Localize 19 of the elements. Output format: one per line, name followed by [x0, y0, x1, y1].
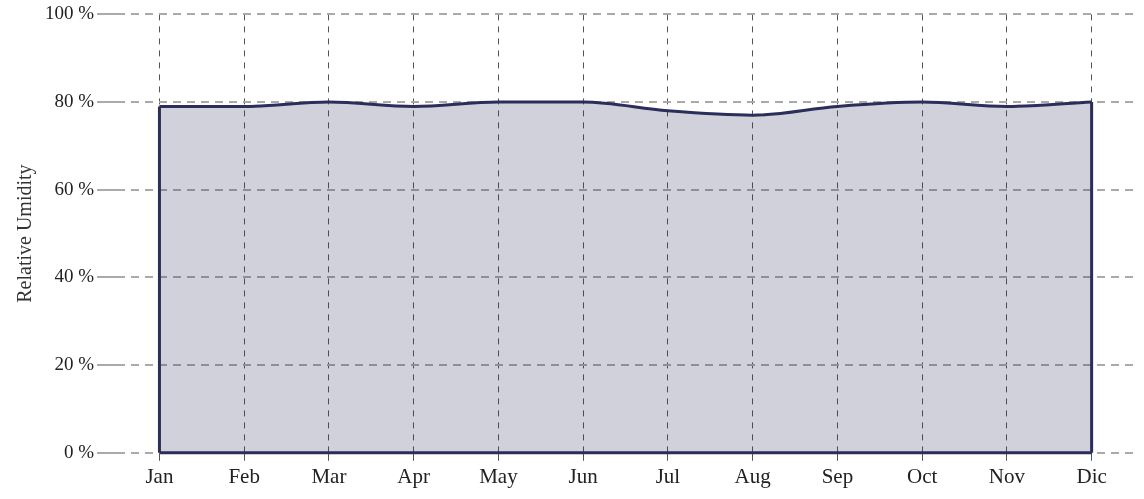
- x-tick-label: May: [479, 463, 519, 488]
- y-tick-label: 100 %: [45, 2, 95, 24]
- y-tick-label: 20 %: [54, 353, 95, 375]
- y-tick-label: 60 %: [54, 177, 95, 199]
- x-tick-label: Mar: [311, 463, 347, 488]
- y-tick-label: 80 %: [54, 90, 95, 112]
- x-tick-label: Jan: [145, 463, 174, 488]
- x-tick-label: Jul: [655, 463, 681, 488]
- x-tick-label: Sep: [821, 463, 854, 488]
- x-tick-label: Apr: [397, 463, 431, 488]
- y-tick-label: 0 %: [64, 440, 95, 462]
- x-tick-label: Jun: [568, 463, 599, 488]
- x-tick-label: Oct: [906, 463, 938, 488]
- y-axis-title: Relative Umidity: [13, 164, 37, 303]
- x-tick-label: Nov: [988, 463, 1026, 488]
- x-tick-label: Dic: [1076, 463, 1107, 488]
- x-tick-label: Aug: [734, 463, 772, 488]
- y-tick-label: 40 %: [54, 265, 95, 287]
- x-tick-label: Feb: [228, 463, 260, 488]
